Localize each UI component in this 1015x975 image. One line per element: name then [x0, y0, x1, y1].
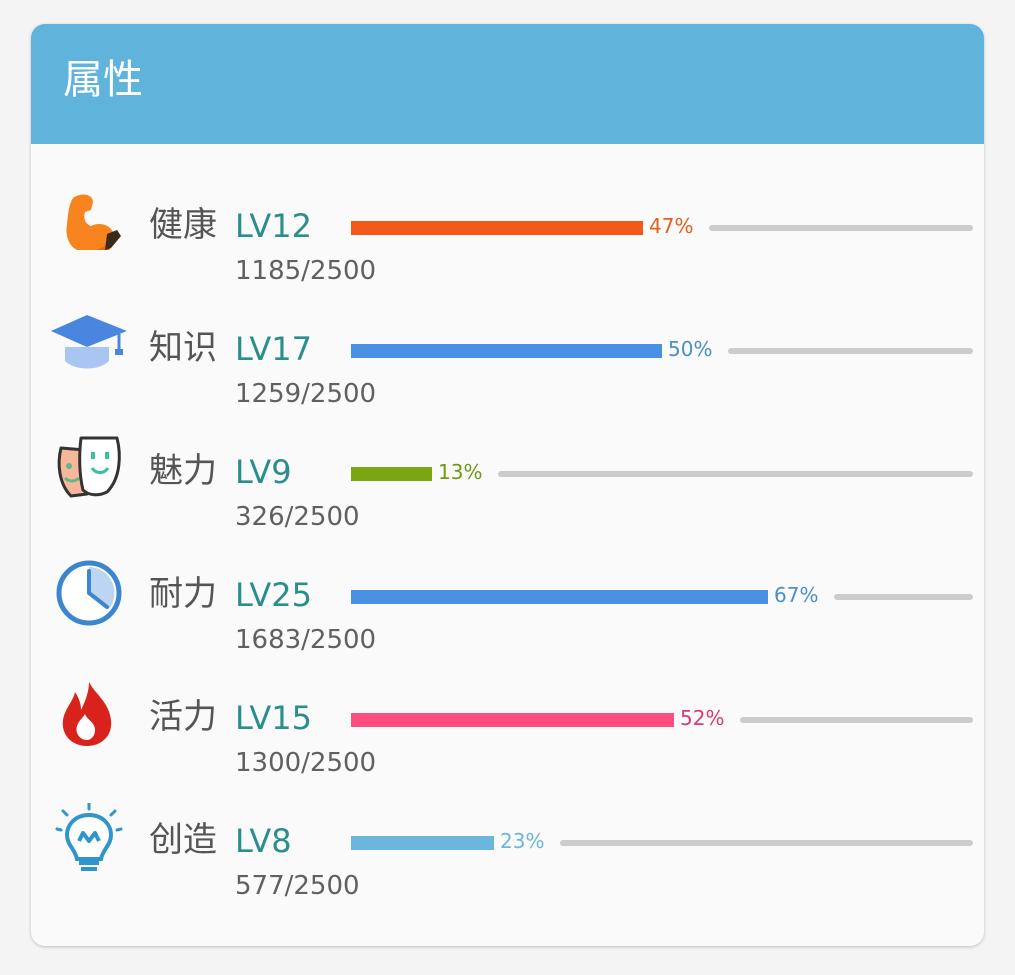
progress-fill [351, 467, 432, 481]
masks-icon [51, 434, 129, 504]
progress-fill [351, 221, 643, 235]
attribute-exp: 1300/2500 [235, 748, 377, 778]
attribute-name: 知识 [149, 328, 217, 368]
card-title: 属性 [63, 57, 143, 103]
progress-percent: 23% [500, 829, 545, 853]
progress-track [498, 471, 973, 477]
attribute-row-health[interactable]: 健康 LV12 1185/2500 47% [31, 188, 984, 311]
progress-bar: 47% [351, 216, 973, 236]
attributes-card: 属性 健康 LV12 1185/2500 47% [31, 24, 984, 946]
attribute-row-vitality[interactable]: 活力 LV15 1300/2500 52% [31, 680, 984, 803]
attribute-row-endurance[interactable]: 耐力 LV25 1683/2500 67% [31, 557, 984, 680]
progress-fill [351, 713, 674, 727]
attribute-level: LV25 [235, 576, 312, 614]
attribute-row-creativity[interactable]: 创造 LV8 577/2500 23% [31, 803, 984, 926]
card-header: 属性 [31, 24, 984, 144]
progress-bar: 23% [351, 831, 973, 851]
progress-track [834, 594, 973, 600]
attribute-exp: 1259/2500 [235, 379, 377, 409]
attribute-exp: 1185/2500 [235, 256, 377, 286]
lightbulb-icon [51, 803, 129, 873]
progress-bar: 13% [351, 462, 973, 482]
progress-fill [351, 344, 662, 358]
attribute-name: 魅力 [149, 451, 217, 491]
attribute-level: LV12 [235, 207, 312, 245]
progress-percent: 52% [680, 706, 725, 730]
attribute-row-charm[interactable]: 魅力 LV9 326/2500 13% [31, 434, 984, 557]
progress-track [560, 840, 973, 846]
progress-fill [351, 836, 494, 850]
progress-track [709, 225, 973, 231]
progress-percent: 47% [649, 214, 694, 238]
attribute-level: LV9 [235, 453, 292, 491]
progress-track [740, 717, 973, 723]
progress-fill [351, 590, 768, 604]
attribute-name: 创造 [149, 820, 217, 860]
attribute-name: 健康 [149, 205, 217, 245]
attribute-name: 耐力 [149, 574, 217, 614]
timer-icon [51, 557, 129, 627]
attribute-level: LV15 [235, 699, 312, 737]
progress-percent: 13% [438, 460, 483, 484]
progress-bar: 67% [351, 585, 973, 605]
progress-percent: 67% [774, 583, 819, 607]
attribute-level: LV17 [235, 330, 312, 368]
attribute-exp: 577/2500 [235, 871, 360, 901]
progress-percent: 50% [668, 337, 713, 361]
graduation-cap-icon [51, 311, 129, 381]
attribute-exp: 326/2500 [235, 502, 360, 532]
progress-bar: 50% [351, 339, 973, 359]
flame-icon [51, 680, 129, 750]
attribute-name: 活力 [149, 697, 217, 737]
attribute-exp: 1683/2500 [235, 625, 377, 655]
attribute-level: LV8 [235, 822, 292, 860]
progress-track [728, 348, 973, 354]
flexed-biceps-icon [51, 188, 129, 258]
progress-bar: 52% [351, 708, 973, 728]
attribute-row-knowledge[interactable]: 知识 LV17 1259/2500 50% [31, 311, 984, 434]
